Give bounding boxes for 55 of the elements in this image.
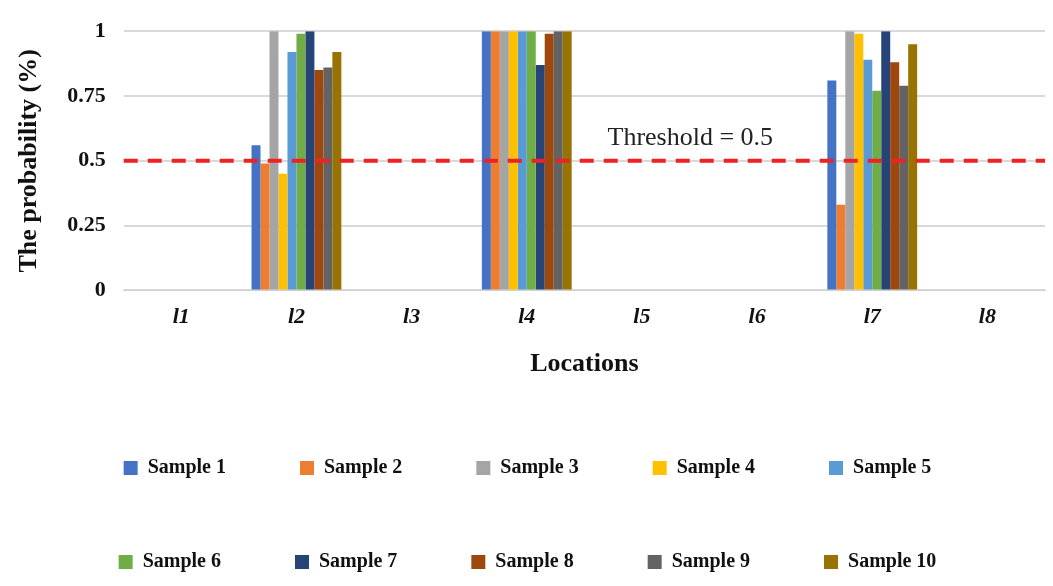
bar: [863, 59, 873, 290]
x-tick-label: l3: [403, 303, 421, 329]
x-axis-title: Locations: [530, 348, 639, 378]
legend-label: Sample 1: [147, 455, 226, 479]
y-tick-label: 0.5: [78, 146, 106, 172]
bar: [287, 51, 297, 290]
bar: [854, 33, 864, 290]
bar: [332, 51, 342, 290]
legend-label: Sample 6: [142, 549, 221, 573]
legend-label: Sample 9: [671, 549, 751, 573]
bar: [544, 33, 554, 290]
bar: [562, 31, 572, 290]
bar: [836, 204, 846, 290]
bar: [278, 173, 288, 290]
bar: [499, 31, 509, 290]
bar: [481, 31, 491, 290]
ref-line-label: Threshold = 0.5: [607, 121, 774, 151]
y-tick-label: 0: [94, 276, 106, 302]
x-tick-label: l6: [748, 303, 766, 329]
legend-label: Sample 3: [500, 455, 579, 479]
y-axis-title: The probability (%): [13, 49, 43, 273]
bar: [553, 31, 563, 290]
x-tick-label: l8: [978, 303, 996, 329]
bar: [890, 62, 900, 290]
bar: [296, 33, 306, 290]
bar: [899, 85, 909, 290]
bar: [881, 31, 891, 290]
x-tick-label: l1: [172, 303, 190, 329]
bar: [323, 67, 333, 290]
legend-label: Sample 10: [848, 549, 937, 573]
bar: [535, 64, 545, 290]
y-tick-label: 0.25: [67, 211, 106, 237]
bar: [845, 31, 855, 290]
bar: [908, 44, 918, 290]
x-tick-label: l4: [518, 303, 536, 329]
bar: [827, 80, 837, 290]
bar: [517, 31, 527, 290]
legend-label: Sample 4: [676, 455, 756, 479]
legend-label: Sample 5: [853, 455, 932, 479]
bar: [251, 145, 261, 290]
y-tick-label: 0.75: [67, 81, 106, 107]
bar: [526, 31, 536, 290]
bar: [872, 90, 882, 290]
y-tick-label: 1: [94, 16, 106, 42]
bar: [305, 31, 315, 290]
x-tick-label: l5: [633, 303, 651, 329]
bar: [269, 31, 279, 290]
bar: [508, 31, 518, 290]
legend-label: Sample 8: [495, 549, 574, 573]
legend-label: Sample 2: [323, 455, 403, 479]
x-tick-label: l7: [863, 303, 882, 329]
bar: [314, 70, 324, 290]
legend-label: Sample 7: [318, 549, 398, 573]
bar: [490, 31, 500, 290]
x-tick-label: l2: [287, 303, 306, 329]
